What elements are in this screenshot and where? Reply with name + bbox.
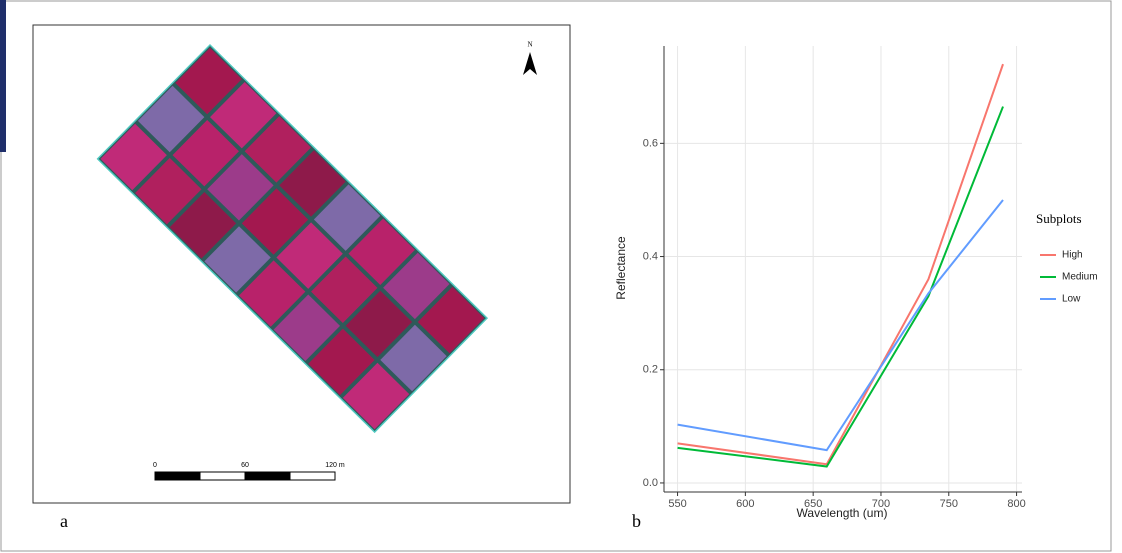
plot-tile <box>348 218 415 285</box>
legend-label: Medium <box>1062 272 1098 283</box>
plot-tile <box>210 81 277 149</box>
field-edge <box>96 43 489 434</box>
x-tick-label: 600 <box>736 498 754 510</box>
plot-tile <box>100 123 167 191</box>
plot-tile <box>383 252 450 320</box>
y-tick-label: 0.4 <box>643 250 658 262</box>
plot-tile <box>308 328 375 396</box>
plot-tile <box>273 294 341 361</box>
panel-label: a <box>60 511 68 531</box>
legend-label: High <box>1062 250 1083 261</box>
plot-tile <box>279 150 346 217</box>
plot-tile <box>241 188 309 255</box>
y-tick-label: 0.6 <box>643 137 658 149</box>
scale-bar <box>244 471 291 481</box>
plot-tile <box>172 119 239 187</box>
plot-tile <box>175 47 242 115</box>
series-line <box>677 106 1004 468</box>
scale-bar <box>154 471 201 481</box>
x-tick-label: 650 <box>804 498 822 510</box>
scale-label: 120 m <box>325 462 345 469</box>
plot-tile <box>204 226 271 293</box>
plot-tile <box>417 286 485 354</box>
plot-tile <box>244 116 312 183</box>
legend-label: Low <box>1062 294 1081 305</box>
x-tick-label: 800 <box>1007 498 1025 510</box>
map-image <box>96 43 489 434</box>
plot-tile <box>169 192 237 259</box>
plot-tile <box>137 85 205 153</box>
scale-bar <box>289 471 336 481</box>
plot-tile <box>313 184 381 251</box>
plot-tile <box>342 362 410 430</box>
plot-tile <box>276 222 343 289</box>
scale-label: 60 <box>241 462 249 469</box>
x-tick-label: 700 <box>872 498 890 510</box>
legend-title: Subplots <box>1036 211 1082 226</box>
scale-bar <box>199 471 246 481</box>
plot-tile <box>238 260 306 327</box>
x-axis-label: Wavelength (um) <box>797 506 888 520</box>
north-label: N <box>527 41 532 49</box>
x-tick-label: 750 <box>940 498 958 510</box>
plot-tile <box>135 157 202 225</box>
side-bar <box>0 0 6 152</box>
plot-tile <box>345 290 413 358</box>
plot-tile <box>380 324 447 392</box>
plot-tile <box>207 154 274 221</box>
scale-label: 0 <box>153 462 157 469</box>
panel-label: b <box>632 511 641 531</box>
y-axis-label: Reflectance <box>614 236 628 300</box>
y-tick-label: 0.0 <box>643 477 658 489</box>
north-arrow <box>523 52 537 75</box>
y-tick-label: 0.2 <box>643 364 658 376</box>
x-tick-label: 550 <box>668 498 686 510</box>
field-plots <box>96 43 489 434</box>
plot-tile <box>311 256 378 323</box>
series-line <box>677 199 1004 452</box>
